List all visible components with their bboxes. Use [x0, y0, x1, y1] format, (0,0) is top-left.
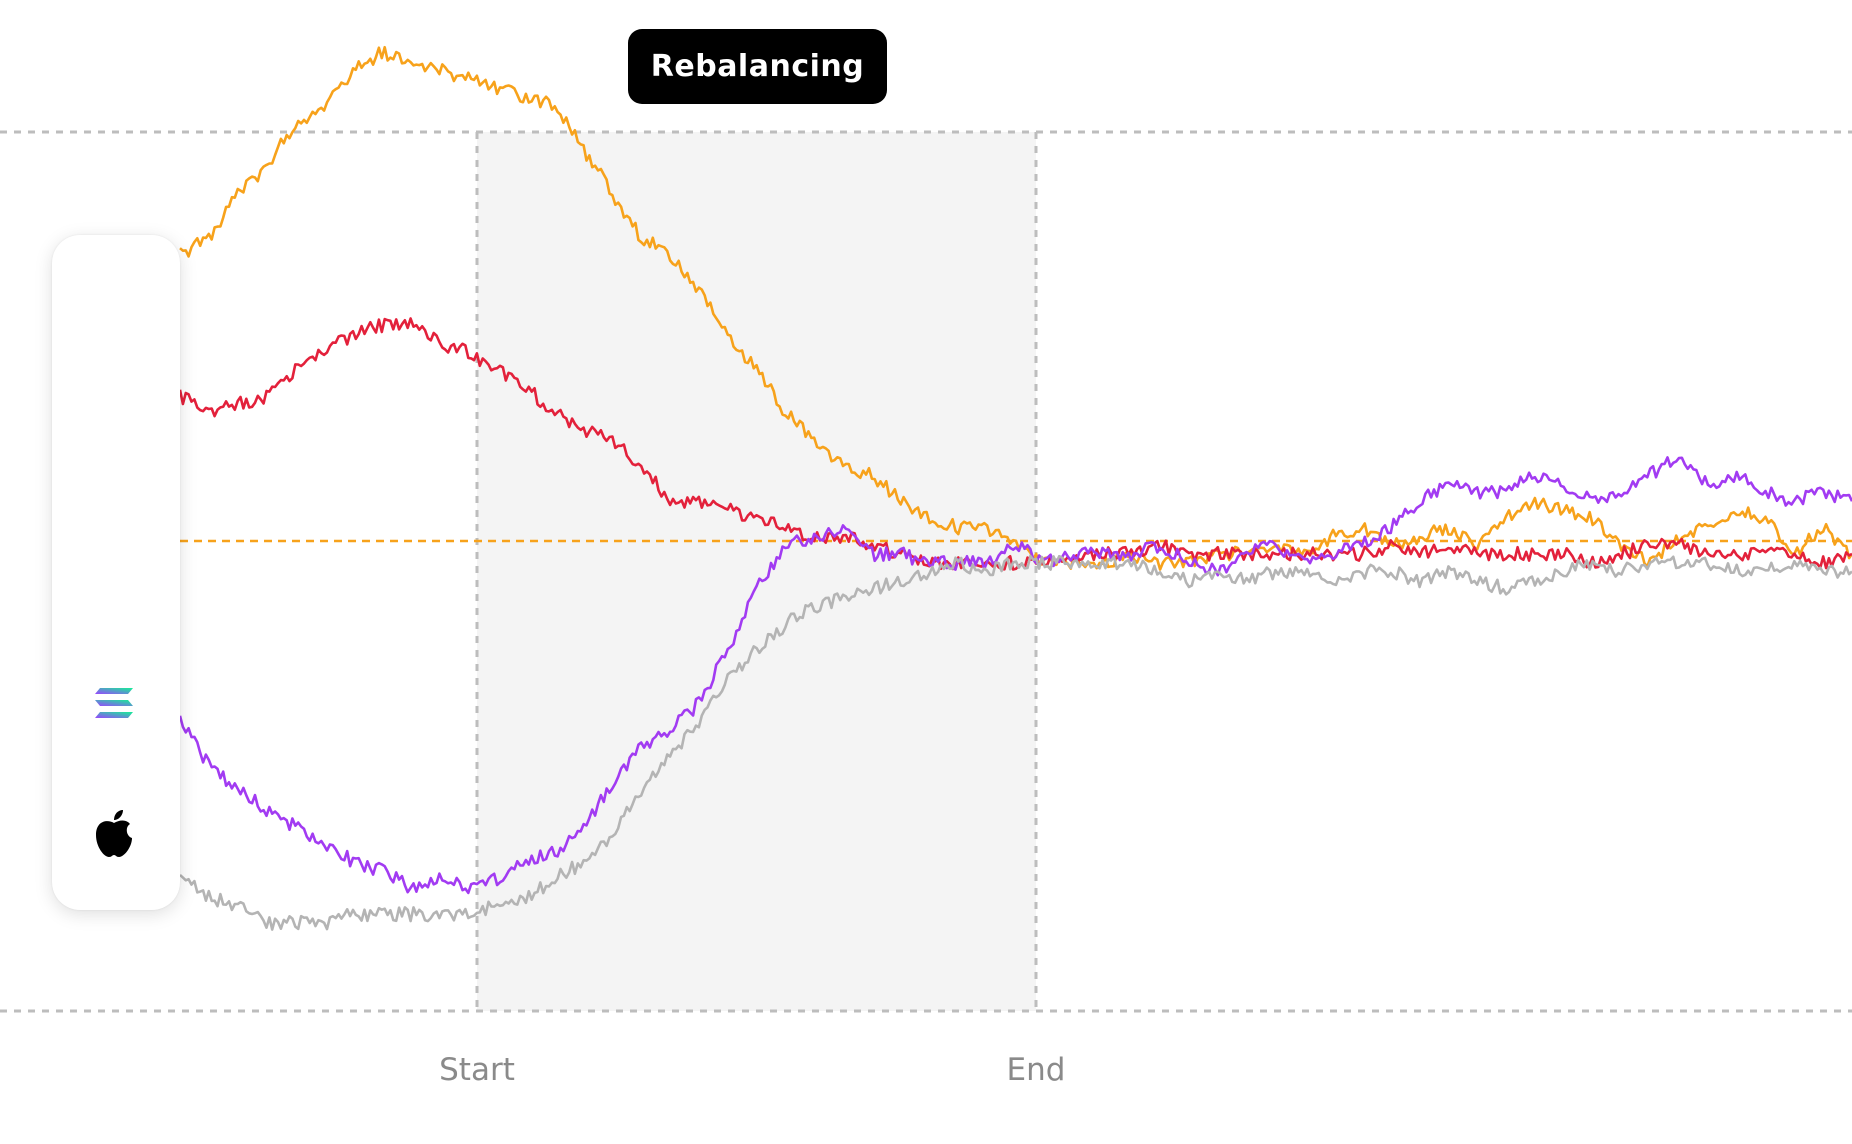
legend-tile-solana — [66, 643, 162, 762]
solana-icon — [95, 687, 133, 718]
x-tick-label-end: End — [1006, 1052, 1066, 1088]
tesla-icon — [96, 419, 132, 461]
legend-tile-tesla — [66, 380, 162, 499]
legend-tile-apple — [66, 774, 162, 893]
apple-icon — [96, 809, 132, 857]
asset-legend — [52, 235, 180, 910]
x-tick-label-start: Start — [439, 1052, 515, 1088]
bitcoin-icon — [97, 284, 131, 333]
series-line-3 — [179, 554, 1852, 931]
legend-tile-bitcoin — [66, 249, 162, 368]
series-line-0 — [179, 45, 1852, 571]
series-layer — [178, 45, 1852, 931]
chart-title: Rebalancing — [628, 29, 887, 104]
rebalancing-window-band — [477, 132, 1036, 1011]
series-line-1 — [178, 317, 1852, 571]
series-line-2 — [178, 456, 1852, 895]
